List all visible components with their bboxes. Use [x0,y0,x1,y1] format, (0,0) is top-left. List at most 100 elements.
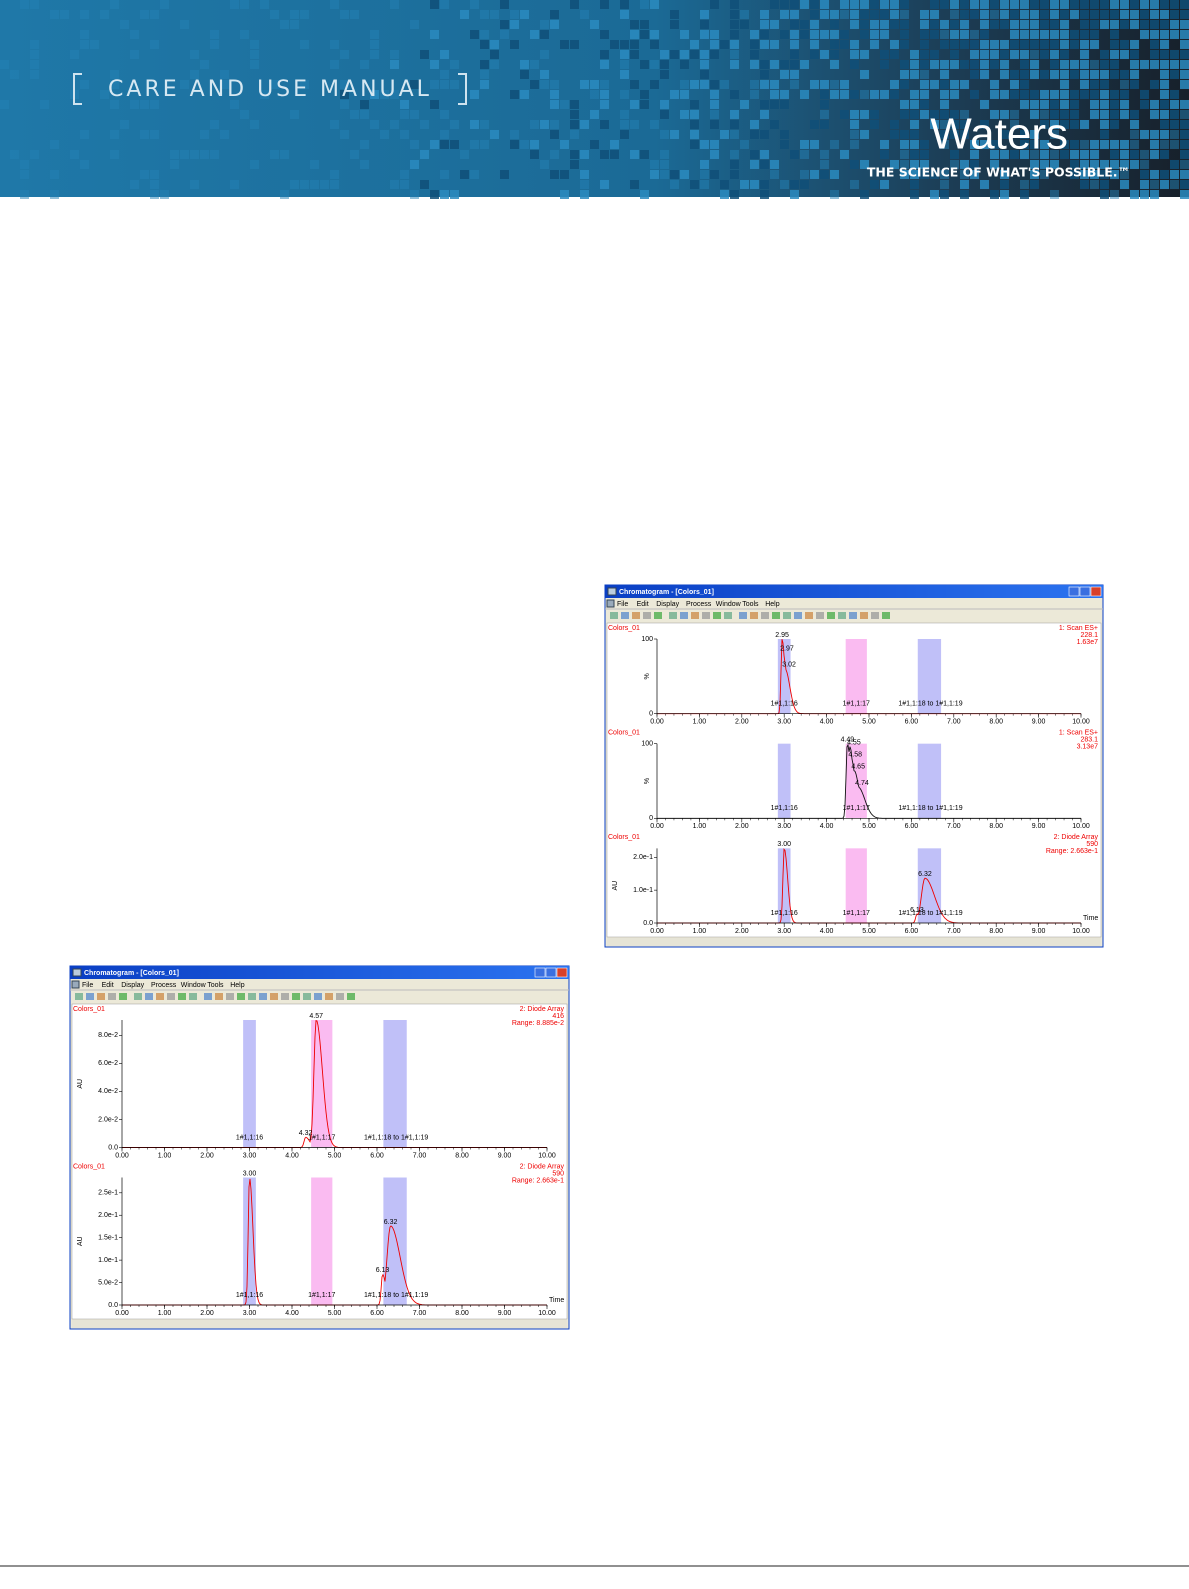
mosaic-tile [660,70,669,79]
mosaic-tile [820,80,829,89]
menu-item[interactable]: File [82,982,93,989]
toolbar-button[interactable] [610,612,618,619]
toolbar-button[interactable] [292,993,300,1000]
menu-item[interactable]: Process [151,982,177,989]
toolbar-button[interactable] [303,993,311,1000]
toolbar-button[interactable] [794,612,802,619]
toolbar-button[interactable] [838,612,846,619]
menu-item[interactable]: Display [656,601,679,608]
mosaic-tile [630,50,639,59]
mosaic-tile [510,40,519,49]
mosaic-tile [410,190,419,199]
toolbar-button[interactable] [816,612,824,619]
mosaic-tile [150,190,159,199]
mosaic-tile [700,180,709,189]
mosaic-tile [550,170,559,179]
toolbar-button[interactable] [248,993,256,1000]
toolbar-button[interactable] [281,993,289,1000]
toolbar-button[interactable] [772,612,780,619]
y-tick-label: 8.0e-2 [98,1032,118,1039]
toolbar-button[interactable] [691,612,699,619]
menu-item[interactable]: Display [121,982,144,989]
mosaic-tile [1090,0,1099,9]
menu-item[interactable]: Tools [207,982,224,989]
menu-item[interactable]: Tools [742,601,759,608]
window-button[interactable] [1079,586,1091,597]
toolbar-button[interactable] [134,993,142,1000]
toolbar-button[interactable] [75,993,83,1000]
app-icon [72,968,82,977]
toolbar-button[interactable] [654,612,662,619]
toolbar-button[interactable] [860,612,868,619]
toolbar-button[interactable] [632,612,640,619]
toolbar-button[interactable] [325,993,333,1000]
toolbar-button[interactable] [189,993,197,1000]
toolbar-button[interactable] [226,993,234,1000]
mosaic-tile [820,110,829,119]
toolbar-button[interactable] [86,993,94,1000]
mosaic-tile [1010,30,1019,39]
mosaic-tile [470,90,479,99]
toolbar-button[interactable] [680,612,688,619]
mosaic-tile [900,40,909,49]
toolbar-button[interactable] [849,612,857,619]
toolbar-button[interactable] [167,993,175,1000]
mosaic-tile [1010,110,1019,119]
window-button[interactable] [556,967,568,978]
toolbar-button[interactable] [204,993,212,1000]
window-button[interactable] [545,967,557,978]
toolbar-button[interactable] [669,612,677,619]
window-button[interactable] [534,967,546,978]
toolbar-button[interactable] [621,612,629,619]
mosaic-tile [610,140,619,149]
toolbar-button[interactable] [702,612,710,619]
mosaic-tile [800,60,809,69]
window-button[interactable] [1090,586,1102,597]
toolbar-button[interactable] [178,993,186,1000]
mosaic-tile [1100,90,1109,99]
mosaic-tile [480,60,489,69]
mosaic-tile [1150,10,1159,19]
toolbar-button[interactable] [643,612,651,619]
toolbar-button[interactable] [347,993,355,1000]
toolbar-button[interactable] [805,612,813,619]
toolbar-button[interactable] [739,612,747,619]
toolbar-button[interactable] [750,612,758,619]
mosaic-tile [1050,0,1059,9]
toolbar-button[interactable] [314,993,322,1000]
menu-item[interactable]: File [617,601,628,608]
toolbar-button[interactable] [761,612,769,619]
toolbar-button[interactable] [108,993,116,1000]
toolbar-button[interactable] [882,612,890,619]
toolbar-button[interactable] [259,993,267,1000]
toolbar-button[interactable] [724,612,732,619]
x-tick-label: 5.00 [328,1310,342,1317]
toolbar-button[interactable] [237,993,245,1000]
mosaic-tile [760,30,769,39]
toolbar-button[interactable] [783,612,791,619]
toolbar-button[interactable] [215,993,223,1000]
toolbar-button[interactable] [119,993,127,1000]
toolbar-button[interactable] [156,993,164,1000]
window-button[interactable] [1068,586,1080,597]
menu-item[interactable]: Edit [637,601,649,608]
menu-item[interactable]: Window [181,982,207,989]
menu-item[interactable]: Process [686,601,712,608]
toolbar-button[interactable] [270,993,278,1000]
toolbar-button[interactable] [145,993,153,1000]
menu-item[interactable]: Help [765,601,780,608]
toolbar-button[interactable] [871,612,879,619]
mosaic-tile [530,120,539,129]
menu-item[interactable]: Window [716,601,742,608]
toolbar-button[interactable] [97,993,105,1000]
mosaic-tile [860,110,869,119]
peak-label: 6.32 [918,871,932,878]
mosaic-tile [790,70,799,79]
menu-item[interactable]: Edit [102,982,114,989]
toolbar-button[interactable] [336,993,344,1000]
mosaic-tile [1080,140,1089,149]
menu-item[interactable]: Help [230,982,245,989]
toolbar-button[interactable] [713,612,721,619]
toolbar-button[interactable] [827,612,835,619]
y-tick-label: 1.5e-1 [98,1235,118,1242]
